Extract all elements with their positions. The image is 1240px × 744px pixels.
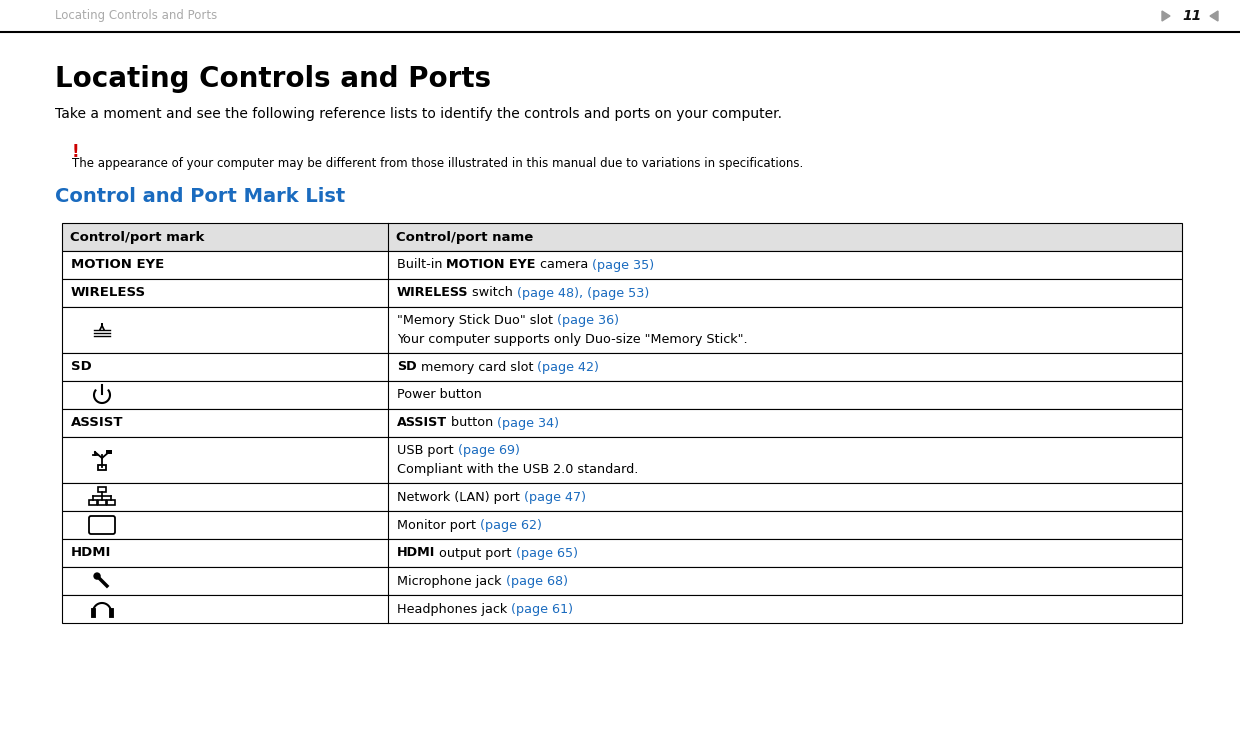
Text: (page 36): (page 36) (557, 314, 619, 327)
Text: MOTION EYE: MOTION EYE (71, 258, 164, 272)
Polygon shape (1162, 11, 1171, 21)
FancyBboxPatch shape (62, 437, 1182, 483)
Text: 11: 11 (1183, 9, 1202, 23)
FancyBboxPatch shape (62, 511, 1182, 539)
FancyBboxPatch shape (62, 539, 1182, 567)
Text: camera: camera (536, 258, 593, 272)
Text: Locating Controls and Ports: Locating Controls and Ports (55, 65, 491, 93)
Text: (page 61): (page 61) (511, 603, 573, 615)
FancyBboxPatch shape (62, 595, 1182, 623)
Text: (page 69): (page 69) (458, 444, 520, 458)
FancyBboxPatch shape (62, 409, 1182, 437)
Text: (page 68): (page 68) (506, 574, 568, 588)
Polygon shape (1210, 11, 1218, 21)
Text: (page 62): (page 62) (480, 519, 542, 531)
Text: WIRELESS: WIRELESS (71, 286, 146, 300)
Text: Microphone jack: Microphone jack (397, 574, 506, 588)
Text: Locating Controls and Ports: Locating Controls and Ports (55, 10, 217, 22)
Text: Compliant with the USB 2.0 standard.: Compliant with the USB 2.0 standard. (397, 463, 639, 475)
Text: (page 65): (page 65) (516, 547, 578, 559)
Text: (page 47): (page 47) (523, 490, 585, 504)
Text: !: ! (72, 143, 79, 161)
FancyBboxPatch shape (62, 279, 1182, 307)
Text: HDMI: HDMI (71, 547, 112, 559)
Text: SD: SD (397, 361, 417, 373)
FancyBboxPatch shape (62, 251, 1182, 279)
Text: Monitor port: Monitor port (397, 519, 480, 531)
Text: (page 34): (page 34) (497, 417, 559, 429)
Text: The appearance of your computer may be different from those illustrated in this : The appearance of your computer may be d… (72, 157, 804, 170)
Text: button: button (448, 417, 497, 429)
Text: Take a moment and see the following reference lists to identify the controls and: Take a moment and see the following refe… (55, 107, 782, 121)
Circle shape (94, 573, 100, 579)
Text: HDMI: HDMI (397, 547, 435, 559)
Text: Control/port mark: Control/port mark (69, 231, 205, 243)
Text: switch: switch (469, 286, 517, 300)
Text: Power button: Power button (397, 388, 482, 402)
Text: WIRELESS: WIRELESS (397, 286, 469, 300)
Text: ASSIST: ASSIST (71, 417, 124, 429)
Text: (page 48), (page 53): (page 48), (page 53) (517, 286, 650, 300)
Text: output port: output port (435, 547, 516, 559)
Text: MOTION EYE: MOTION EYE (446, 258, 536, 272)
Text: Control and Port Mark List: Control and Port Mark List (55, 187, 345, 206)
Text: ASSIST: ASSIST (397, 417, 448, 429)
Text: Headphones jack: Headphones jack (397, 603, 511, 615)
Text: (page 35): (page 35) (593, 258, 655, 272)
Text: "Memory Stick Duo" slot: "Memory Stick Duo" slot (397, 314, 557, 327)
FancyBboxPatch shape (62, 483, 1182, 511)
Text: (page 42): (page 42) (537, 361, 599, 373)
Text: USB port: USB port (397, 444, 458, 458)
Bar (105, 450, 112, 454)
Text: Your computer supports only Duo-size "Memory Stick".: Your computer supports only Duo-size "Me… (397, 333, 748, 346)
FancyBboxPatch shape (62, 223, 1182, 251)
Text: Control/port name: Control/port name (396, 231, 533, 243)
Text: Network (LAN) port: Network (LAN) port (397, 490, 523, 504)
FancyBboxPatch shape (62, 567, 1182, 595)
FancyBboxPatch shape (62, 353, 1182, 381)
Text: SD: SD (71, 361, 92, 373)
FancyBboxPatch shape (62, 307, 1182, 353)
Text: Built-in: Built-in (397, 258, 446, 272)
Text: memory card slot: memory card slot (417, 361, 537, 373)
FancyBboxPatch shape (62, 381, 1182, 409)
